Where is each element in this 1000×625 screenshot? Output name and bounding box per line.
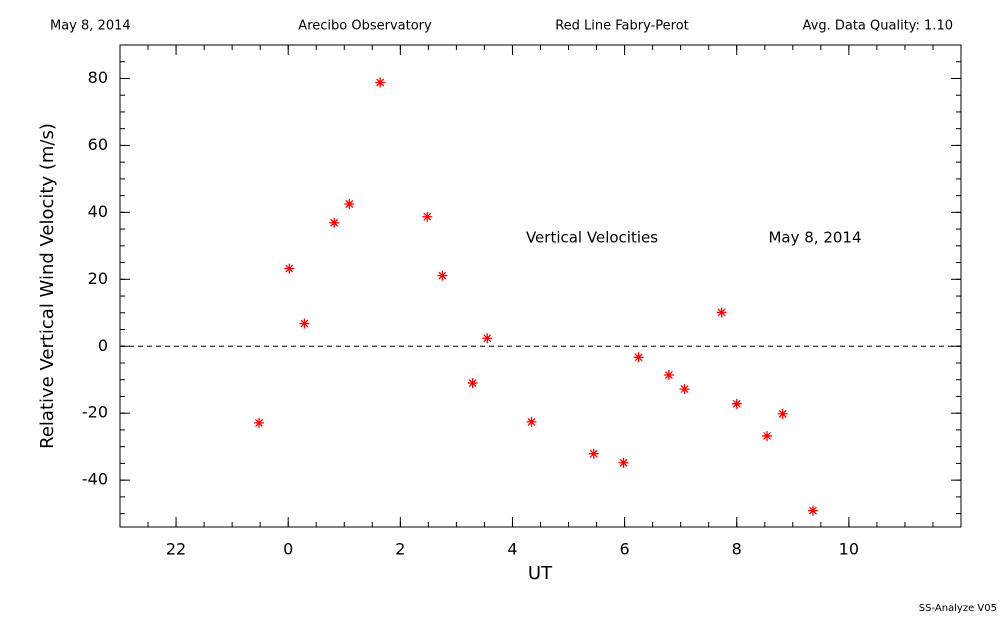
y-tick-label: 20 xyxy=(88,269,108,288)
data-point xyxy=(807,505,818,516)
annotation: Vertical Velocities xyxy=(526,229,658,247)
data-point xyxy=(618,457,629,468)
y-tick-label: -40 xyxy=(82,470,108,489)
x-tick-label: 10 xyxy=(839,540,859,559)
y-tick-label: 0 xyxy=(98,336,108,355)
y-tick-label: 40 xyxy=(88,202,108,221)
data-point xyxy=(633,352,644,363)
data-point xyxy=(777,408,788,419)
x-tick-label: 6 xyxy=(620,540,630,559)
x-tick-label: 2 xyxy=(395,540,405,559)
data-point xyxy=(679,384,690,395)
header-instrument: Red Line Fabry-Perot xyxy=(555,19,689,34)
y-tick-label: -20 xyxy=(82,403,108,422)
data-point xyxy=(375,77,386,88)
y-tick-label: 60 xyxy=(88,135,108,154)
x-tick-label: 8 xyxy=(732,540,742,559)
data-point xyxy=(663,370,674,381)
data-point xyxy=(482,333,493,344)
y-tick-label: 80 xyxy=(88,68,108,87)
data-point xyxy=(716,307,727,318)
data-point xyxy=(588,448,599,459)
header-quality: Avg. Data Quality: 1.10 xyxy=(803,19,953,34)
data-point xyxy=(467,378,478,389)
footer: SS-Analyze V05 xyxy=(919,603,997,614)
x-tick-label: 22 xyxy=(166,540,186,559)
data-point xyxy=(254,417,265,428)
data-point xyxy=(329,217,340,228)
data-point xyxy=(344,198,355,209)
data-point xyxy=(422,211,433,222)
data-point xyxy=(731,398,742,409)
data-point xyxy=(437,270,448,281)
x-axis-label: UT xyxy=(528,563,553,584)
plot-frame xyxy=(119,44,962,528)
y-axis-label: Relative Vertical Wind Velocity (m/s) xyxy=(37,123,58,449)
data-point xyxy=(299,318,310,329)
header-site: Arecibo Observatory xyxy=(298,19,432,34)
header-date: May 8, 2014 xyxy=(50,19,131,34)
data-point xyxy=(526,416,537,427)
annotation: May 8, 2014 xyxy=(768,229,861,247)
x-tick-label: 0 xyxy=(283,540,293,559)
data-point xyxy=(762,430,773,441)
data-point xyxy=(284,263,295,274)
x-tick-label: 4 xyxy=(507,540,517,559)
